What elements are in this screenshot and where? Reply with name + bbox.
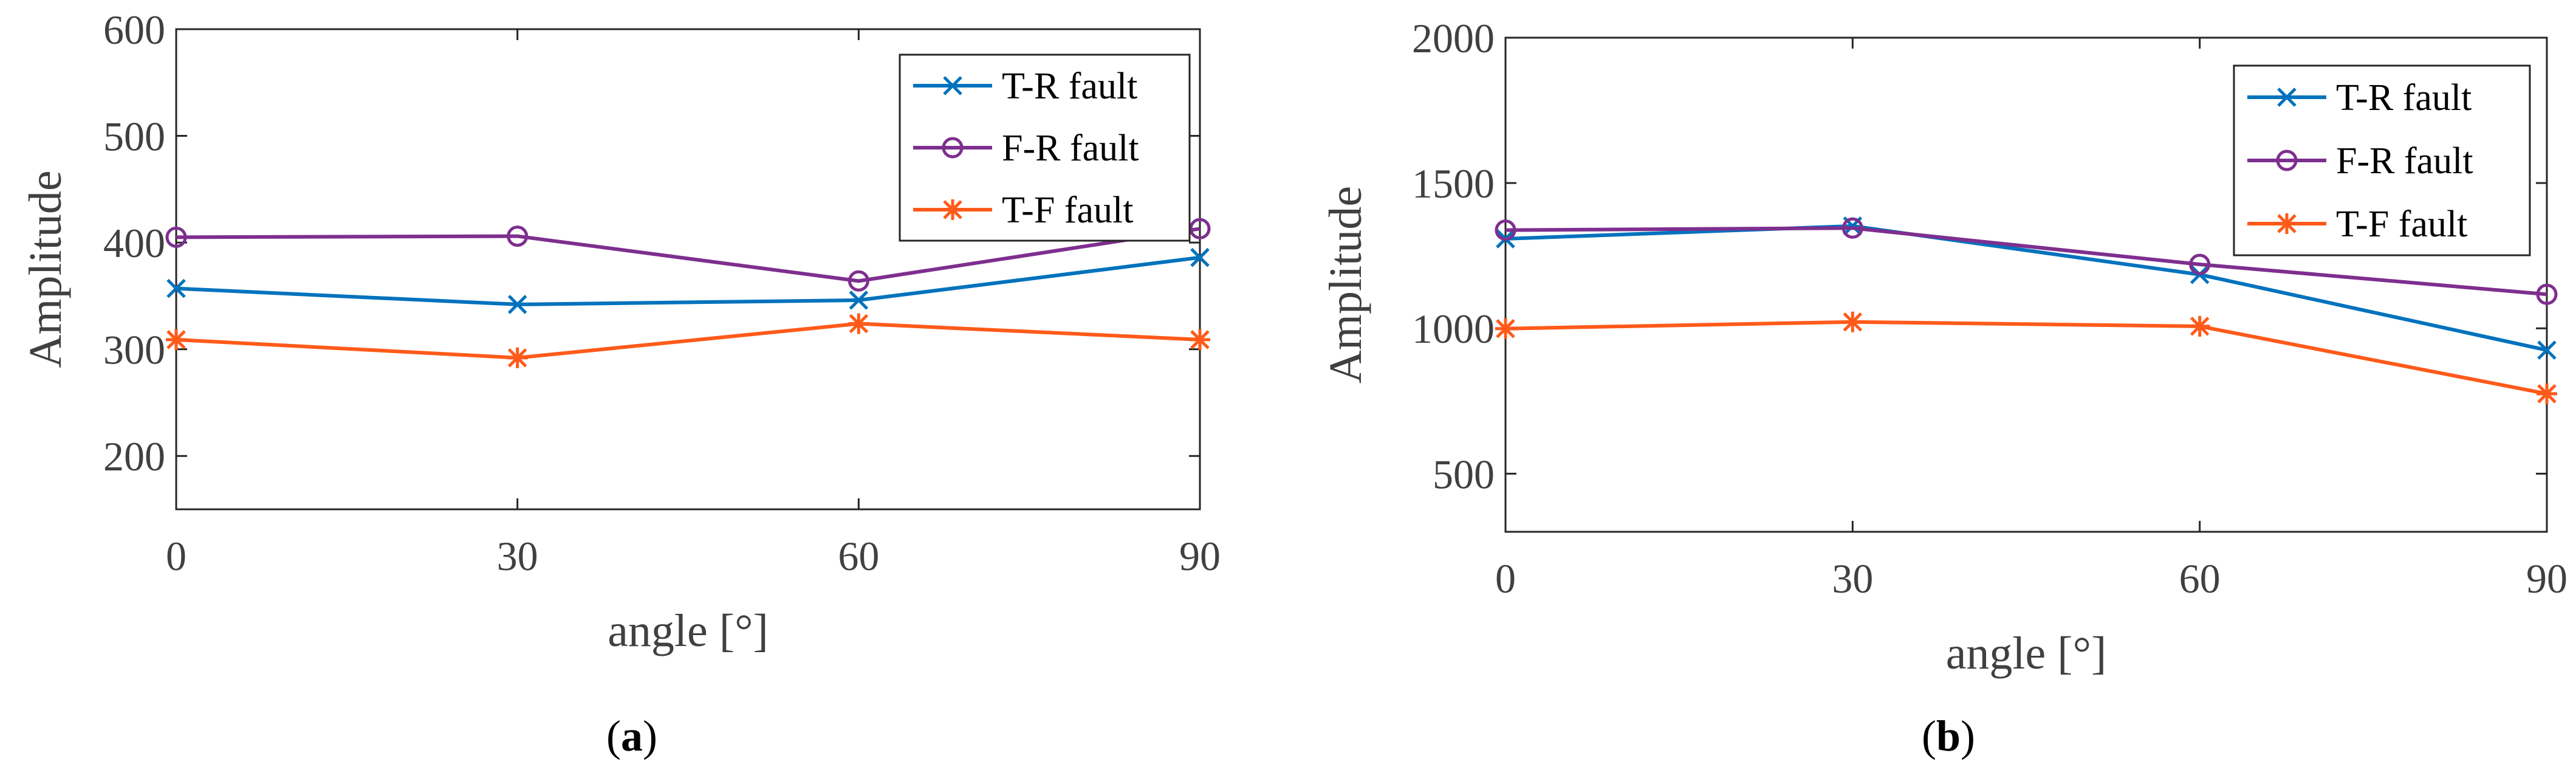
legend-swatch-marker: [942, 199, 963, 220]
data-point-marker-stroke: [849, 291, 869, 310]
x-tick-label: 30: [497, 533, 538, 579]
y-tick-label: 500: [1433, 451, 1495, 497]
legend-label: F-R fault: [2336, 140, 2473, 182]
data-point-marker: [507, 347, 528, 368]
data-point-marker: [1190, 329, 1210, 350]
caption-paren: (: [1922, 712, 1936, 760]
y-tick-label: 300: [103, 327, 165, 373]
legend: T-R fault F-R fault T-F fault: [2233, 64, 2531, 256]
data-point-marker: [166, 278, 186, 298]
legend-swatch-marker-stroke: [943, 76, 962, 95]
legend-swatch-marker: [942, 137, 964, 159]
legend-label: T-F fault: [1002, 190, 1133, 231]
series-t-f-fault: [166, 313, 1210, 368]
legend-item: T-R fault: [2247, 77, 2472, 119]
panel-caption: (b): [1922, 712, 1975, 760]
data-point-marker: [1495, 318, 1516, 339]
data-point-marker: [165, 226, 187, 248]
data-point-marker: [848, 313, 869, 334]
series-line: [176, 255, 1201, 306]
x-tick-label: 30: [1832, 555, 1873, 602]
legend-item: T-F fault: [2247, 204, 2467, 245]
series-f-r-fault: [165, 218, 1211, 292]
x-tick-label: 0: [166, 533, 187, 579]
caption-letter: b: [1936, 712, 1961, 760]
y-tick-label: 600: [103, 7, 165, 53]
data-point-marker: [507, 225, 529, 247]
legend-swatch-marker: [2276, 213, 2297, 234]
legend-swatch-marker: [2276, 150, 2298, 171]
data-point-marker: [2537, 340, 2557, 360]
data-point-marker-stroke: [166, 278, 186, 298]
legend-swatch-marker: [2277, 88, 2297, 107]
data-point-marker: [2536, 283, 2558, 305]
x-axis-label: angle [°]: [1946, 628, 2107, 679]
data-point-marker: [507, 295, 527, 314]
legend-swatch-marker: [943, 76, 962, 95]
caption-paren: ): [1961, 712, 1975, 760]
panel-caption: (a): [606, 712, 657, 760]
series-f-r-fault: [1495, 217, 2558, 305]
data-point-marker: [1189, 218, 1211, 239]
series-t-r-fault: [166, 247, 1210, 314]
y-axis-label: Amplitude: [20, 170, 71, 368]
legend-label: T-R fault: [2336, 77, 2472, 119]
series-line: [1505, 224, 2547, 353]
data-point-marker: [1190, 247, 1210, 267]
caption-letter: a: [621, 712, 643, 760]
series-line: [1505, 226, 2547, 297]
chart-panel-a: 200 300 400 500 600 0 30 60 90 angle [°] Amplitude…: [20, 7, 1221, 760]
data-point-marker: [2189, 253, 2211, 275]
y-tick-label: 400: [103, 220, 165, 266]
x-tick-label: 60: [2179, 555, 2221, 602]
x-tick-label: 60: [838, 533, 879, 579]
data-point-marker-stroke: [507, 295, 527, 314]
data-point-marker: [2537, 383, 2557, 404]
caption-paren: (: [606, 712, 621, 760]
data-point-marker: [1495, 219, 1516, 241]
x-axis-label: angle [°]: [608, 605, 769, 656]
data-point-marker: [166, 329, 187, 350]
y-axis-label: Amplitude: [1320, 186, 1371, 384]
legend-item: T-R fault: [913, 66, 1137, 107]
y-tick-label: 2000: [1412, 15, 1495, 61]
data-point-marker-stroke: [1190, 247, 1210, 267]
chart-panel-b: 500 1000 1500 2000 0 30 60 90 angle [°] Amplitude…: [1320, 15, 2567, 760]
legend-label: T-F fault: [2336, 204, 2467, 245]
legend-label: T-R fault: [1002, 66, 1137, 107]
y-tick-label: 1500: [1412, 160, 1495, 207]
data-point-marker: [848, 270, 869, 292]
legend-item: T-F fault: [913, 190, 1133, 231]
x-tick-label: 90: [2526, 555, 2567, 602]
legend-label: F-R fault: [1002, 128, 1139, 169]
series-t-f-fault: [1495, 311, 2557, 404]
data-point-marker: [1841, 217, 1863, 239]
y-tick-label: 200: [103, 433, 165, 480]
legend: T-R fault F-R fault T-F fault: [899, 53, 1191, 242]
x-tick-label: 90: [1179, 533, 1221, 579]
series-line: [1505, 320, 2547, 396]
plot-area-frame: [175, 28, 1201, 511]
series-line: [176, 322, 1201, 360]
x-tick-label: 0: [1495, 555, 1516, 602]
data-point-marker-stroke: [2537, 340, 2557, 360]
data-point-marker: [849, 291, 869, 310]
y-tick-label: 500: [103, 114, 165, 160]
y-tick-label: 1000: [1412, 306, 1495, 352]
data-point-marker: [2189, 315, 2210, 337]
series-line: [176, 227, 1201, 283]
data-point-marker: [1842, 311, 1863, 332]
caption-paren: ): [643, 712, 657, 760]
legend-item: F-R fault: [2247, 140, 2473, 182]
legend-swatch-marker-stroke: [2277, 88, 2297, 107]
legend-item: F-R fault: [913, 128, 1139, 169]
